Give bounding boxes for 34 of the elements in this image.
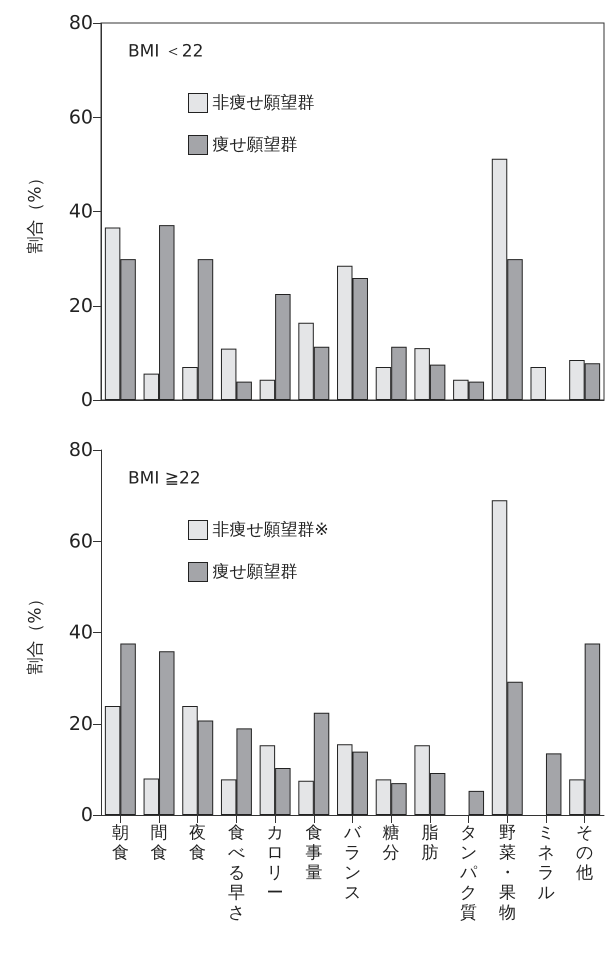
x-tick-label: 糖分 bbox=[382, 823, 400, 863]
y-tick-label: 80 bbox=[68, 439, 93, 461]
y-tick-label: 0 bbox=[80, 389, 93, 411]
x-tick-label: タンパク質 bbox=[459, 823, 478, 923]
legend-label: 痩せ願望群 bbox=[212, 135, 298, 155]
legend-label: 痩せ願望群 bbox=[212, 562, 298, 582]
bar bbox=[468, 790, 484, 815]
x-tick-label: 間食 bbox=[150, 823, 168, 863]
annotation: BMI ＜22 bbox=[128, 42, 204, 62]
annotation: BMI ≧22 bbox=[128, 468, 201, 488]
x-tick-label: ミネラル bbox=[537, 823, 554, 903]
x-tick-label: その他 bbox=[576, 823, 594, 883]
x-tick-label: 食べる早さ bbox=[228, 823, 245, 923]
legend-label: 非痩せ願望群※ bbox=[212, 520, 329, 540]
y-axis-title: 割合（%） bbox=[26, 169, 46, 254]
x-tick-label: 食事量 bbox=[305, 823, 322, 883]
bar bbox=[546, 753, 562, 815]
y-tick-label: 20 bbox=[68, 712, 93, 735]
y-tick-label: 60 bbox=[68, 530, 93, 552]
y-tick-label: 60 bbox=[68, 106, 93, 128]
y-tick-label: 0 bbox=[80, 804, 93, 826]
x-tick-label: 脂肪 bbox=[421, 823, 438, 863]
x-tick-label: バランス bbox=[343, 823, 362, 903]
y-tick-label: 20 bbox=[68, 294, 93, 317]
y-tick-label: 40 bbox=[68, 622, 93, 644]
x-tick-label: 野菜・果物 bbox=[498, 823, 516, 923]
bar bbox=[530, 367, 546, 400]
x-tick-label: 朝食 bbox=[112, 823, 129, 863]
y-axis-title: 割合（%） bbox=[26, 590, 46, 675]
legend-label: 非痩せ願望群 bbox=[212, 93, 314, 113]
x-tick-label: カロリー bbox=[266, 823, 284, 903]
y-tick-label: 40 bbox=[68, 200, 93, 222]
y-tick-label: 80 bbox=[68, 12, 93, 34]
x-tick-label: 夜食 bbox=[189, 823, 206, 863]
